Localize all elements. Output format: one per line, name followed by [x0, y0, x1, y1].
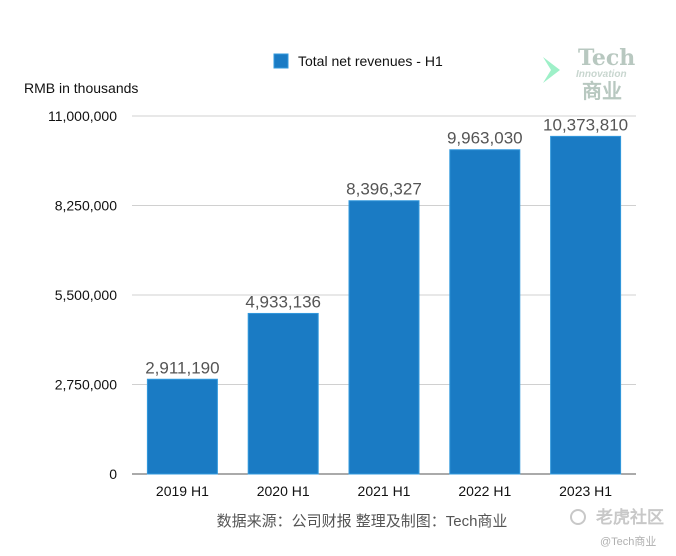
bars — [146, 135, 622, 475]
bar — [146, 378, 218, 475]
bar — [247, 312, 319, 475]
x-tick-label: 2021 H1 — [358, 483, 411, 499]
x-tick-label: 2020 H1 — [257, 483, 310, 499]
watermark-subtitle: Innovation — [576, 69, 627, 80]
bar — [550, 135, 622, 475]
community-handle: @Tech商业 — [600, 534, 656, 548]
legend-label: Total net revenues - H1 — [298, 53, 443, 69]
y-tick-label: 2,750,000 — [55, 377, 117, 393]
x-tick-label: 2022 H1 — [458, 483, 511, 499]
data-label: 4,933,136 — [245, 292, 321, 311]
watermark-arrow-icon — [543, 57, 560, 83]
community-logo-icon — [570, 509, 586, 525]
y-tick-label: 0 — [109, 466, 117, 482]
x-tick-label: 2023 H1 — [559, 483, 612, 499]
x-axis-ticks: 2019 H1 2020 H1 2021 H1 2022 H1 2023 H1 — [156, 483, 612, 499]
y-tick-label: 11,000,000 — [48, 108, 117, 124]
watermark-logo: Tech Innovation 商业 — [543, 45, 635, 103]
bar — [348, 200, 420, 475]
data-label: 8,396,327 — [346, 180, 422, 199]
y-axis-ticks: 0 2,750,000 5,500,000 8,250,000 11,000,000 — [48, 108, 117, 482]
source-note: 数据来源：公司财报 整理及制图：Tech商业 — [217, 513, 508, 530]
data-label: 9,963,030 — [447, 129, 523, 148]
y-tick-label: 5,500,000 — [55, 287, 117, 303]
data-label: 2,911,190 — [145, 358, 219, 377]
legend: Total net revenues - H1 — [273, 53, 443, 69]
x-tick-label: 2019 H1 — [156, 483, 209, 499]
community-watermark: 老虎社区 @Tech商业 — [570, 507, 664, 548]
data-label: 10,373,810 — [543, 115, 628, 134]
y-tick-label: 8,250,000 — [55, 198, 117, 214]
bar — [449, 149, 521, 475]
legend-swatch — [273, 53, 289, 69]
y-axis-label: RMB in thousands — [24, 80, 138, 96]
watermark-title: Tech — [578, 45, 635, 71]
data-labels: 2,911,190 4,933,136 8,396,327 9,963,030 10,3… — [145, 115, 628, 377]
community-name: 老虎社区 — [595, 507, 664, 527]
watermark-chinese: 商业 — [582, 79, 622, 103]
